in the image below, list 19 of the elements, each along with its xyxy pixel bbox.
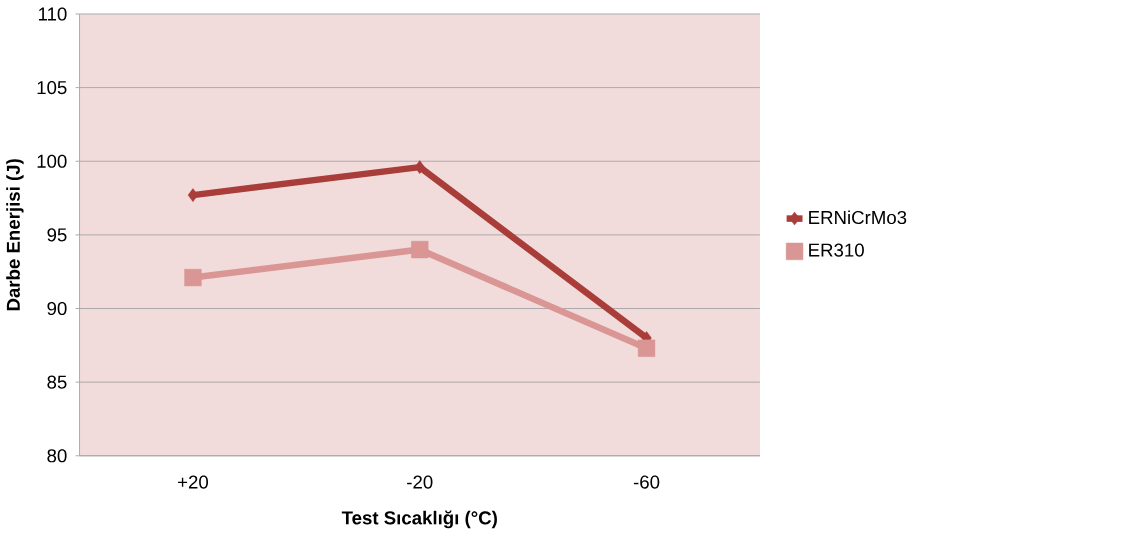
- legend-label: ERNiCrMo3: [809, 210, 907, 225]
- point: [414, 160, 425, 175]
- legend-label: ER310: [809, 243, 864, 257]
- y-tick-label: 95: [47, 228, 67, 242]
- y-tick-label: 80: [47, 449, 67, 463]
- y-tick-label: 105: [37, 81, 67, 95]
- y-tick-label: 100: [37, 154, 67, 169]
- x-tick-label: -20: [407, 475, 433, 489]
- y-tick-label: 90: [47, 302, 67, 316]
- x-tick-label: +20: [178, 475, 209, 489]
- point: [637, 339, 656, 358]
- point: [411, 241, 429, 259]
- y-tick-label: 85: [47, 375, 67, 389]
- x-axis-title: Test Sıcaklığı (°C): [341, 510, 497, 529]
- point: [184, 269, 202, 287]
- point: [187, 188, 199, 203]
- x-tick-label: -60: [633, 475, 660, 489]
- y-axis-title: Darbe Enerjisi (J): [6, 159, 24, 311]
- y-tick-label: 110: [39, 7, 67, 21]
